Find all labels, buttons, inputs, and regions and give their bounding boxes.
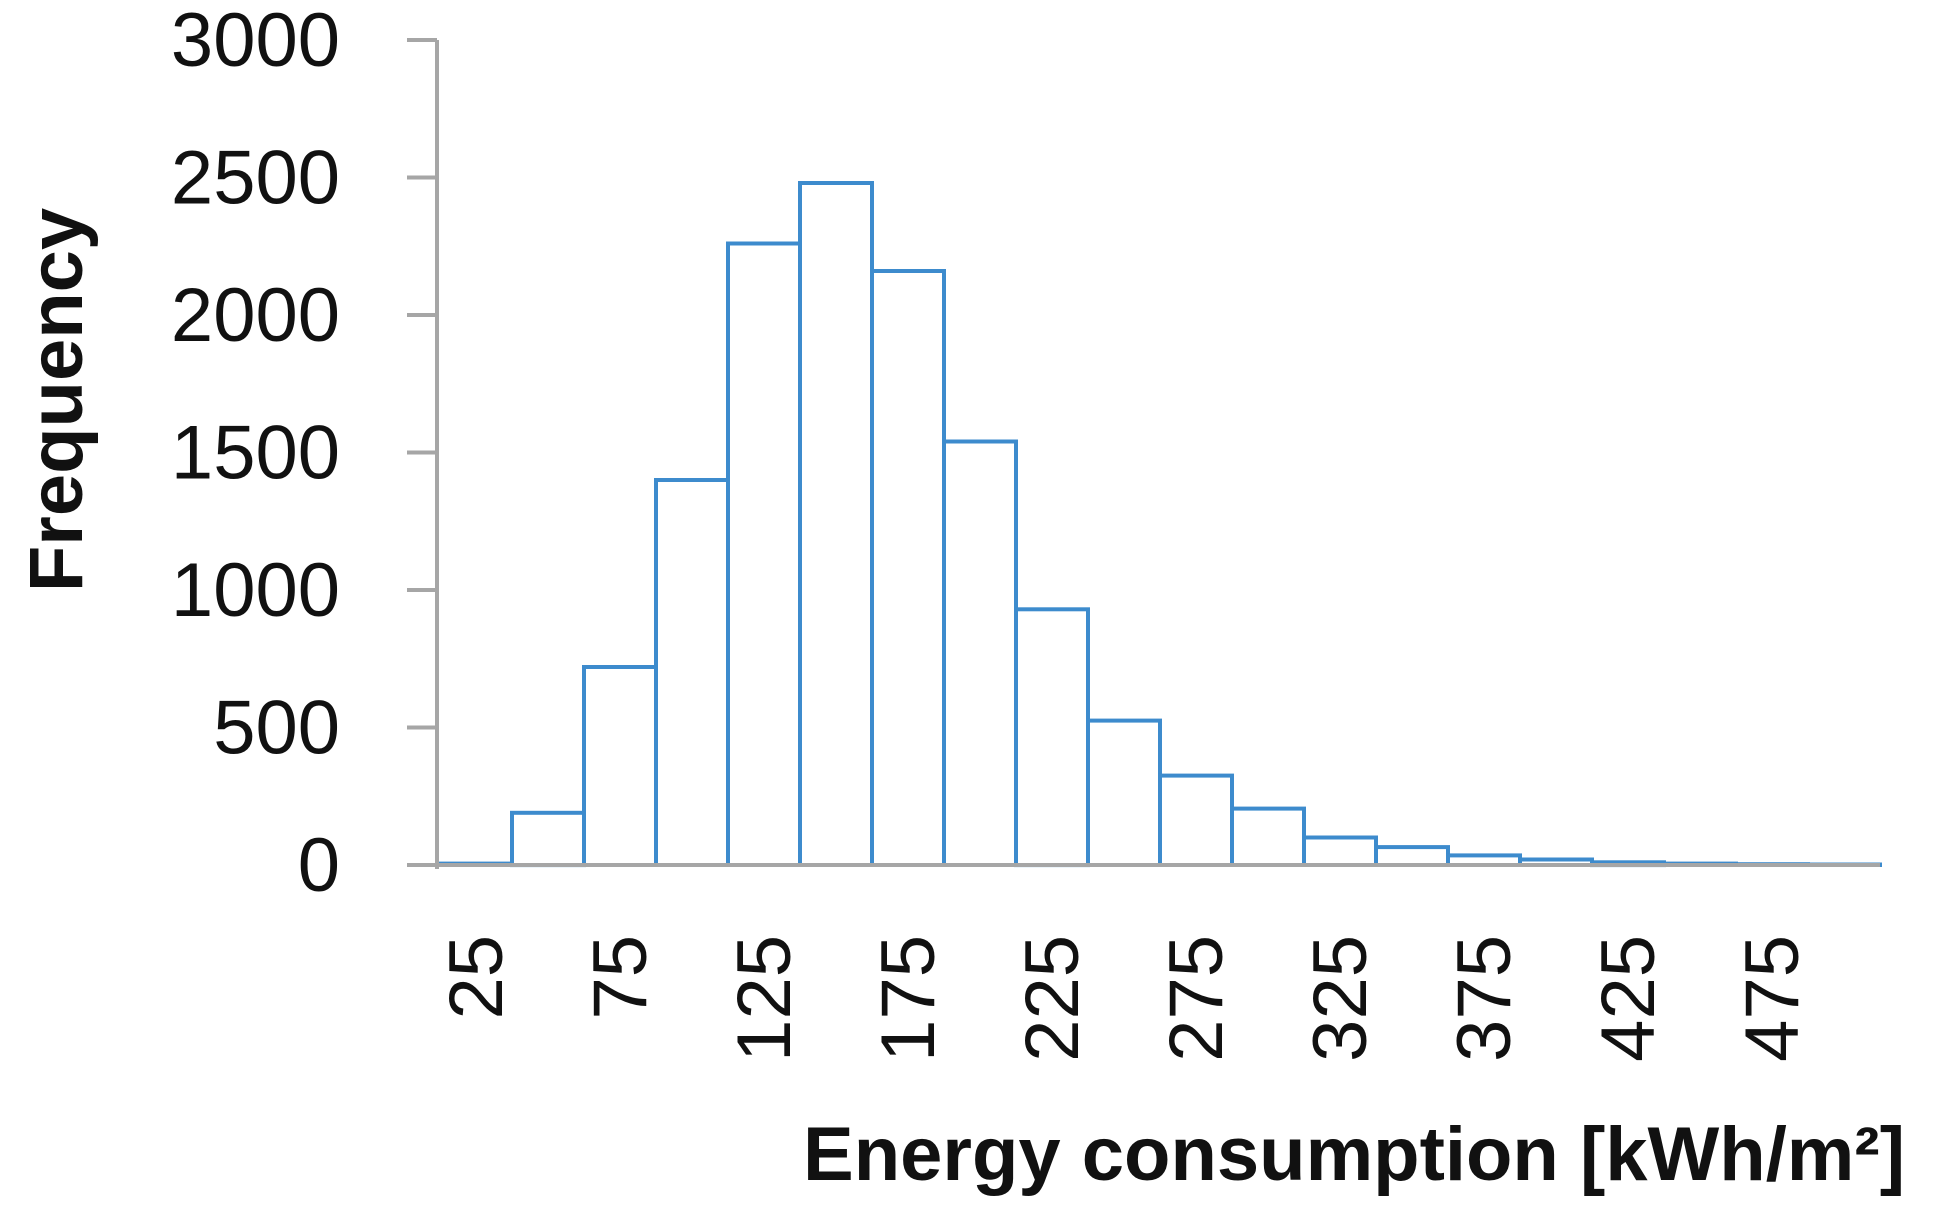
bars-group	[438, 181, 1882, 868]
x-tick-label: 375	[1442, 935, 1527, 1062]
y-axis-title: Frequency	[14, 208, 99, 592]
y-tick-label: 0	[298, 823, 340, 908]
y-axis-ticks: 3000 2500 2000 1500 1000 500 0	[171, 0, 437, 908]
x-axis-title: Energy consumption [kWh/m²]	[803, 1112, 1905, 1197]
x-tick-label: 175	[866, 935, 951, 1062]
x-tick-label: 25	[434, 935, 519, 1020]
x-axis-ticks: 25 75 125 175 225 275 325 375 425 475	[434, 935, 1815, 1062]
histogram-bar-275	[1158, 773, 1234, 867]
histogram-bar-200	[942, 439, 1018, 867]
histogram-bar-175	[870, 269, 946, 867]
histogram-bar-300	[1230, 806, 1306, 867]
x-tick-label: 425	[1586, 935, 1671, 1062]
x-tick-label: 325	[1298, 935, 1383, 1062]
y-tick-label: 3000	[171, 0, 340, 83]
histogram-bar-350	[1374, 845, 1450, 867]
x-tick-label: 475	[1730, 935, 1815, 1062]
histogram-bar-325	[1302, 835, 1378, 867]
histogram-bar-100	[654, 478, 730, 867]
y-tick-label: 1000	[171, 548, 340, 633]
x-tick-label: 75	[578, 935, 663, 1020]
x-tick-label: 125	[722, 935, 807, 1062]
y-tick-label: 500	[213, 686, 340, 771]
x-tick-label: 225	[1010, 935, 1095, 1062]
histogram-bar-250	[1086, 718, 1162, 867]
histogram-bar-50	[510, 810, 586, 868]
y-tick-label: 2500	[171, 136, 340, 221]
y-tick-label: 1500	[171, 411, 340, 496]
histogram-bar-125	[726, 241, 802, 867]
histogram-bar-150	[798, 181, 874, 867]
y-tick-label: 2000	[171, 273, 340, 358]
histogram-bar-225	[1014, 607, 1090, 868]
x-tick-label: 275	[1154, 935, 1239, 1062]
histogram-bar-75	[582, 665, 658, 867]
